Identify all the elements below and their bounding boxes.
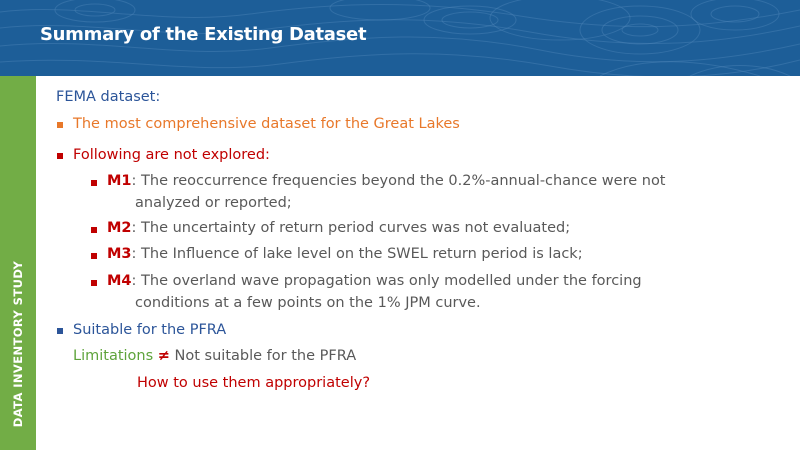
sub-item-id: M4 <box>107 273 132 289</box>
limitations-word: Limitations <box>73 348 154 364</box>
point-suitable: Suitable for the PFRA <box>73 322 227 338</box>
slide-header: Summary of the Existing Dataset <box>0 0 800 76</box>
limitations-line: Limitations ≠ Not suitable for the PFRA <box>73 348 356 364</box>
sub-item-separator: : <box>131 246 137 262</box>
point-comprehensive: The most comprehensive dataset for the G… <box>73 116 460 132</box>
sub-item-text: The reoccurrence frequencies beyond the … <box>136 173 666 189</box>
slide-title: Summary of the Existing Dataset <box>40 24 367 45</box>
sub-item-id: M1 <box>107 173 132 189</box>
sub-item-separator: : <box>131 173 137 189</box>
sub-item-m1: M1: The reoccurrence frequencies beyond … <box>107 173 666 189</box>
sub-item-text: The Influence of lake level on the SWEL … <box>136 246 583 262</box>
question-text: How to use them appropriately? <box>137 375 371 391</box>
bullet-icon <box>91 253 97 259</box>
sub-item-m4-continued: conditions at a few points on the 1% JPM… <box>135 295 481 311</box>
bullet-icon <box>57 328 63 334</box>
point-not-explored: Following are not explored: <box>73 147 270 163</box>
bullet-icon <box>91 180 97 186</box>
sidebar-label: DATA INVENTORY STUDY <box>11 260 25 428</box>
not-equal-icon: ≠ <box>157 348 170 364</box>
sub-item-separator: : <box>131 273 137 289</box>
bullet-icon <box>57 122 63 128</box>
sub-item-m2: M2: The uncertainty of return period cur… <box>107 220 570 236</box>
bullet-icon <box>91 227 97 233</box>
sub-item-m1-continued: analyzed or reported; <box>135 195 292 211</box>
limitations-text: Not suitable for the PFRA <box>169 348 357 364</box>
sub-item-separator: : <box>131 220 137 236</box>
bullet-icon <box>91 280 97 286</box>
sub-item-text: The overland wave propagation was only m… <box>136 273 642 289</box>
bullet-icon <box>57 153 63 159</box>
sidebar-band: DATA INVENTORY STUDY <box>0 76 36 450</box>
sub-item-id: M2 <box>107 220 132 236</box>
topographic-pattern <box>0 0 800 76</box>
intro-text: FEMA dataset: <box>56 89 161 105</box>
sub-item-text: The uncertainty of return period curves … <box>136 220 571 236</box>
sub-item-m3: M3: The Influence of lake level on the S… <box>107 246 583 262</box>
sub-item-id: M3 <box>107 246 132 262</box>
sub-item-m4: M4: The overland wave propagation was on… <box>107 273 642 289</box>
